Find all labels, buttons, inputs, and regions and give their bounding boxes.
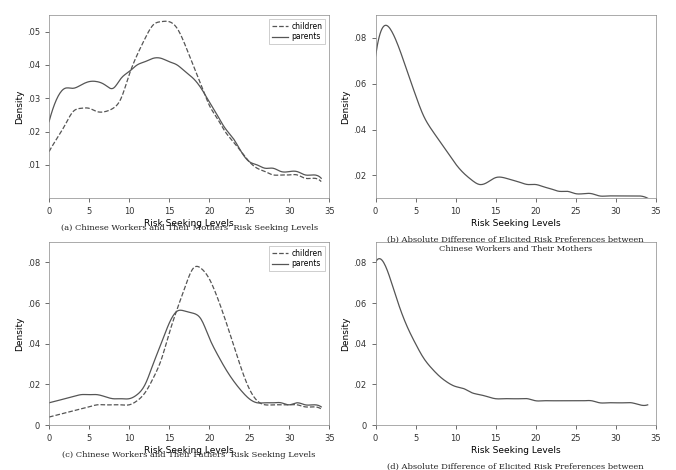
children (207, 280, 215, 285)
children (208, 107, 216, 113)
parents (207, 339, 215, 345)
parents (293, 400, 301, 406)
children (275, 172, 283, 178)
children (212, 115, 220, 120)
Y-axis label: Density: Density (341, 316, 350, 351)
Line: parents: parents (49, 310, 321, 407)
Y-axis label: Density: Density (15, 89, 24, 124)
parents (317, 175, 325, 181)
children (207, 106, 215, 111)
Line: children: children (49, 266, 321, 417)
parents (45, 400, 53, 406)
children (208, 282, 216, 287)
parents (275, 168, 283, 174)
parents (317, 404, 325, 410)
children (46, 414, 54, 420)
X-axis label: Risk Seeking Levels: Risk Seeking Levels (144, 219, 234, 228)
parents (293, 169, 301, 174)
children (317, 179, 325, 184)
Text: (a) Chinese Workers and Their Mothers’ Risk Seeking Levels: (a) Chinese Workers and Their Mothers’ R… (61, 224, 318, 232)
Legend: children, parents: children, parents (269, 19, 325, 45)
parents (153, 55, 162, 61)
Text: (b) Absolute Difference of Elicited Risk Preferences between
Chinese Workers and: (b) Absolute Difference of Elicited Risk… (387, 236, 644, 253)
Line: parents: parents (49, 58, 321, 178)
X-axis label: Risk Seeking Levels: Risk Seeking Levels (470, 446, 560, 455)
children (45, 414, 53, 420)
parents (275, 400, 283, 405)
parents (212, 111, 220, 117)
parents (207, 102, 215, 108)
children (293, 402, 301, 407)
parents (45, 119, 53, 125)
children (46, 147, 54, 153)
parents (176, 307, 184, 313)
Legend: children, parents: children, parents (269, 246, 325, 271)
parents (212, 350, 220, 356)
children (212, 292, 220, 298)
parents (46, 116, 54, 121)
children (317, 406, 325, 412)
X-axis label: Risk Seeking Levels: Risk Seeking Levels (470, 219, 560, 228)
parents (208, 341, 216, 347)
Line: children: children (49, 21, 321, 181)
Y-axis label: Density: Density (341, 89, 350, 124)
children (275, 402, 283, 407)
X-axis label: Risk Seeking Levels: Risk Seeking Levels (144, 446, 234, 455)
parents (46, 400, 54, 406)
parents (208, 103, 216, 109)
children (162, 18, 170, 24)
Y-axis label: Density: Density (15, 316, 24, 351)
children (45, 149, 53, 155)
Text: (d) Absolute Difference of Elicited Risk Preferences between
Chinese Workers and: (d) Absolute Difference of Elicited Risk… (387, 463, 644, 470)
children (293, 172, 301, 178)
children (193, 264, 201, 269)
Text: (c) Chinese Workers and Their Fathers’ Risk Seeking Levels: (c) Chinese Workers and Their Fathers’ R… (62, 451, 316, 459)
